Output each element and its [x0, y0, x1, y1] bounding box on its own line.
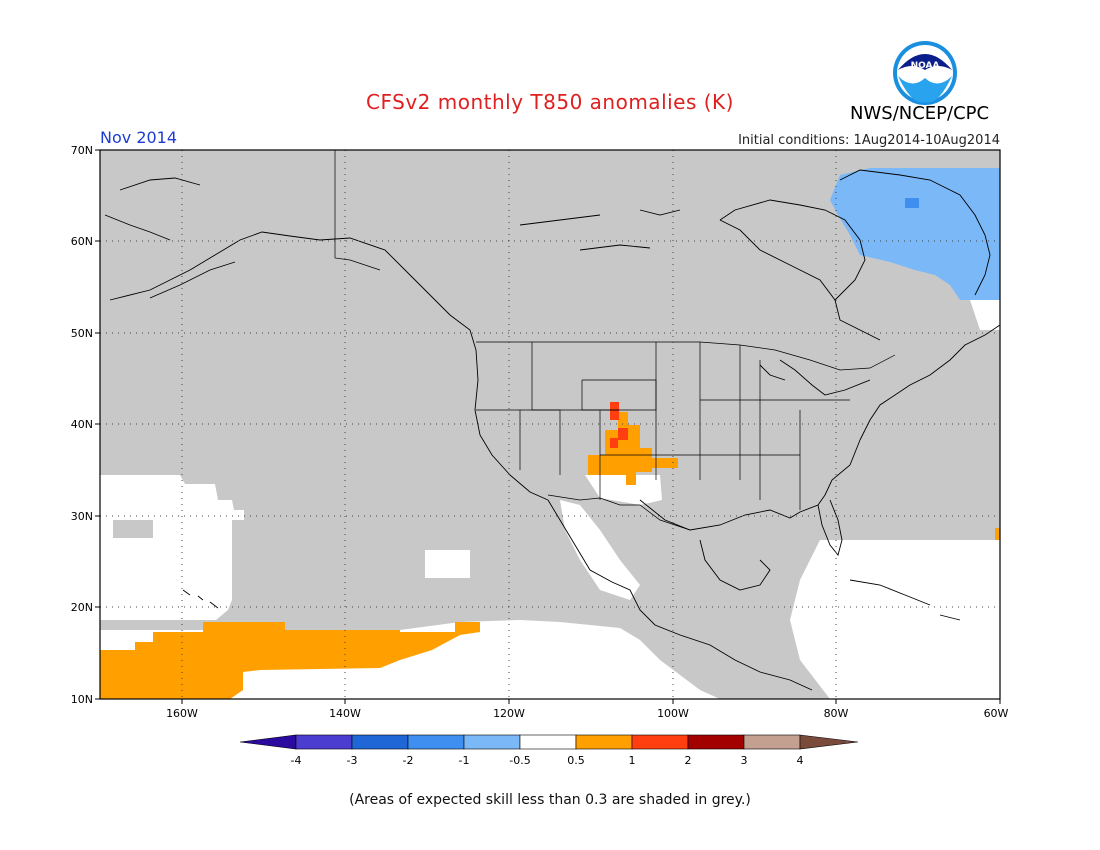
noaa-logo: NOAA: [893, 41, 957, 105]
initial-conditions: Initial conditions: 1Aug2014-10Aug2014: [738, 133, 1000, 148]
colorbar-label: 2: [685, 754, 692, 767]
colorbar: [239, 734, 859, 750]
anomaly-map: 70N 60N 50N 40N 30N 20N 10N 160W 140W 12…: [71, 144, 1009, 767]
white-region-baja: [560, 500, 640, 600]
colorbar-swatch: [407, 734, 465, 750]
coastlines: [104, 169, 1000, 691]
lat-label: 20N: [71, 601, 93, 614]
colorbar-label: -1: [459, 754, 470, 767]
colorbar-label: 4: [797, 754, 804, 767]
white-region-east-pacific-patch: [425, 550, 470, 578]
lon-label: 140W: [329, 707, 361, 720]
colorbar-labels: -4 -3 -2 -1 -0.5 0.5 1 2 3 4: [291, 754, 804, 767]
colorbar-swatch: [351, 734, 409, 750]
lon-label: 160W: [166, 707, 198, 720]
forecast-month: Nov 2014: [100, 128, 178, 147]
colorbar-swatch: [295, 734, 353, 750]
colorbar-label: -4: [291, 754, 302, 767]
colorbar-swatch: [631, 734, 689, 750]
colorbar-label: 3: [741, 754, 748, 767]
white-region-nw-atlantic: [970, 300, 1000, 330]
agency-label: NWS/NCEP/CPC: [850, 103, 990, 124]
colorbar-swatch: [463, 734, 521, 750]
skill-footnote: (Areas of expected skill less than 0.3 a…: [349, 792, 751, 808]
colorbar-label: -3: [347, 754, 358, 767]
colorbar-label: -2: [403, 754, 414, 767]
positive-anomaly-tropical-pacific: [100, 622, 480, 699]
lat-axis: 70N 60N 50N 40N 30N 20N 10N: [71, 144, 100, 706]
lon-label: 60W: [984, 707, 1009, 720]
positive-anomaly-red-2: [618, 428, 628, 440]
lat-label: 70N: [71, 144, 93, 157]
white-region-sw-us: [585, 475, 662, 505]
positive-anomaly-atlantic-edge: [995, 528, 1000, 540]
lat-label: 50N: [71, 327, 93, 340]
lat-label: 10N: [71, 693, 93, 706]
colorbar-swatch: [575, 734, 633, 750]
lon-label: 100W: [657, 707, 689, 720]
white-region-west-pacific: [100, 475, 244, 620]
lon-label: 80W: [824, 707, 849, 720]
positive-anomaly-red-3: [610, 438, 618, 448]
colorbar-swatch: [743, 734, 801, 750]
colorbar-swatch: [687, 734, 745, 750]
negative-anomaly-labrador: [830, 168, 1000, 300]
colorbar-label: -0.5: [509, 754, 530, 767]
colorbar-label: 1: [629, 754, 636, 767]
lon-label: 120W: [493, 707, 525, 720]
positive-anomaly-red-1: [610, 402, 619, 420]
colorbar-low-arrow: [239, 734, 297, 750]
colorbar-high-arrow: [799, 734, 859, 750]
positive-anomaly-southwest-us: [588, 412, 678, 485]
lon-axis: 160W 140W 120W 100W 80W 60W: [166, 699, 1009, 720]
negative-anomaly-core: [905, 198, 919, 208]
lat-label: 30N: [71, 510, 93, 523]
colorbar-swatch: [519, 734, 577, 750]
lat-label: 60N: [71, 235, 93, 248]
lat-label: 40N: [71, 418, 93, 431]
white-region-atlantic: [790, 540, 1000, 699]
logo-text: NOAA: [911, 61, 940, 71]
chart-title: CFSv2 monthly T850 anomalies (K): [366, 90, 734, 114]
graticule: [100, 150, 1000, 699]
boundaries: [334, 150, 896, 531]
white-region-grey-gap: [113, 520, 153, 538]
colorbar-label: 0.5: [567, 754, 585, 767]
